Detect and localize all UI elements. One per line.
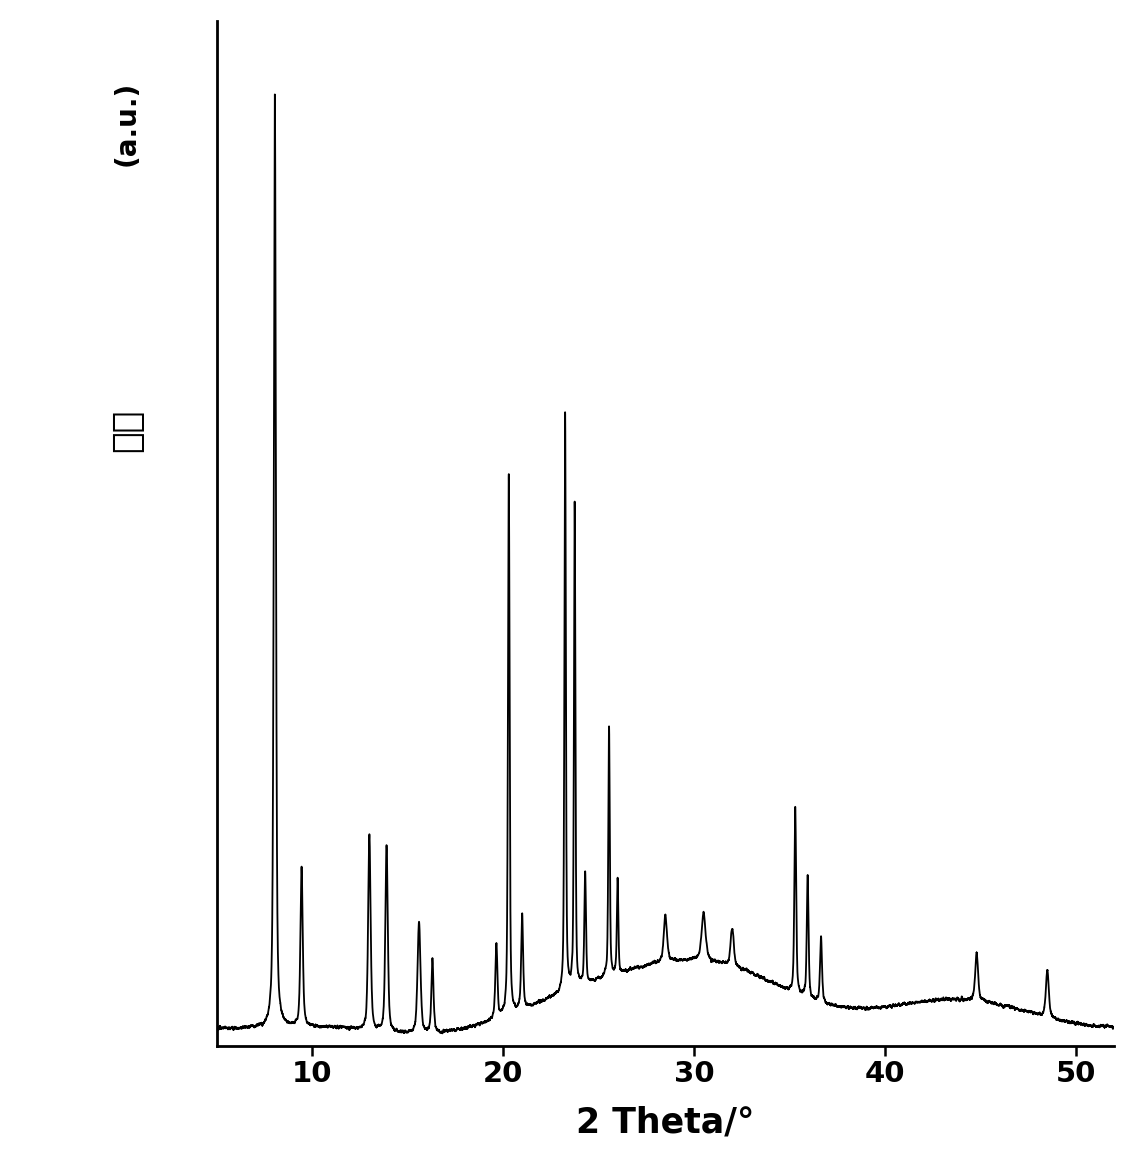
X-axis label: 2 Theta/°: 2 Theta/°: [577, 1105, 755, 1139]
Text: 强度: 强度: [110, 409, 144, 452]
Text: (a.u.): (a.u.): [112, 81, 141, 166]
